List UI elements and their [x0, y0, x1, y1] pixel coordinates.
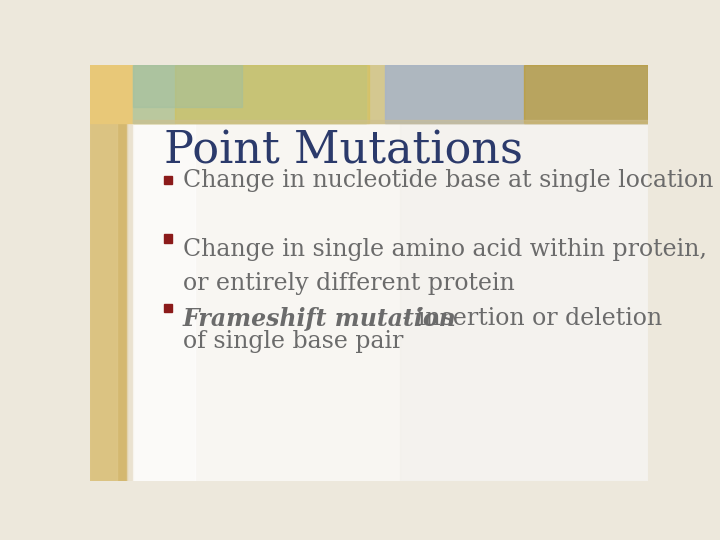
Bar: [384, 65, 648, 123]
Text: - insertion or deletion: - insertion or deletion: [395, 307, 662, 330]
Bar: [175, 65, 369, 123]
Bar: [163, 176, 172, 184]
Bar: [90, 65, 175, 123]
Bar: [163, 234, 172, 242]
Bar: [90, 65, 127, 481]
Bar: [163, 303, 172, 312]
Bar: [133, 65, 242, 107]
Bar: [133, 123, 195, 481]
Text: Change in single amino acid within protein,
or entirely different protein: Change in single amino acid within prote…: [183, 238, 707, 295]
Bar: [90, 65, 117, 481]
Text: Change in nucleotide base at single location: Change in nucleotide base at single loca…: [183, 169, 714, 192]
Bar: [400, 123, 648, 481]
Text: of single base pair: of single base pair: [183, 330, 403, 353]
Bar: [133, 65, 648, 123]
Bar: [127, 65, 133, 481]
Bar: [524, 65, 648, 123]
Bar: [133, 120, 648, 123]
Bar: [133, 123, 648, 481]
Text: Point Mutations: Point Mutations: [163, 130, 523, 173]
Bar: [133, 65, 366, 123]
Text: Frameshift mutation: Frameshift mutation: [183, 307, 456, 332]
